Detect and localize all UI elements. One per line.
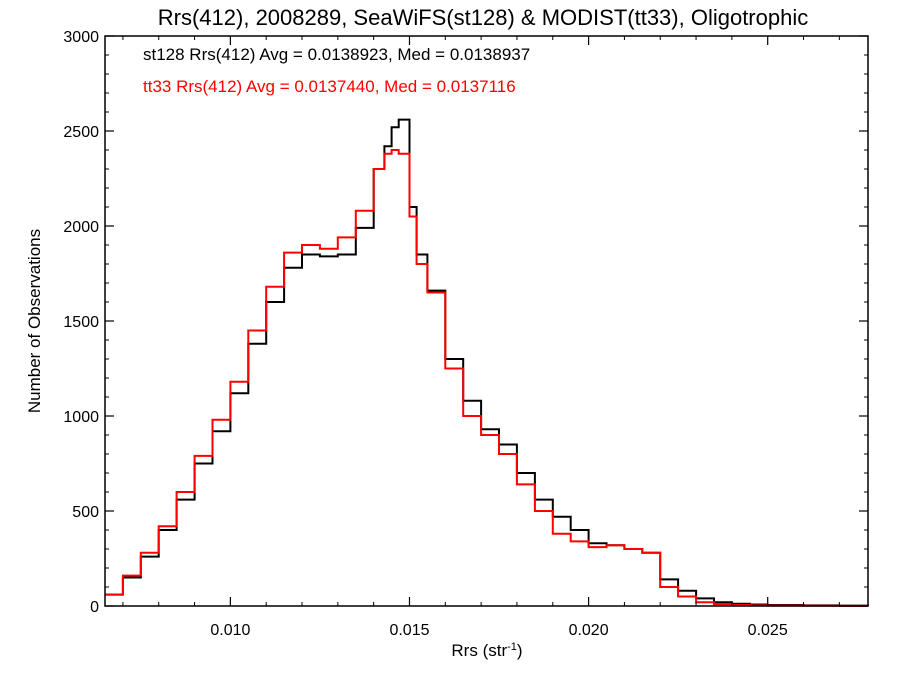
series-layer xyxy=(105,118,869,607)
y-axis-label: Number of Observations xyxy=(25,229,44,413)
y-tick-label: 1000 xyxy=(63,409,99,426)
y-tick-label: 0 xyxy=(90,599,99,616)
y-tick-label: 2500 xyxy=(63,124,99,141)
y-tick-label: 1500 xyxy=(63,314,99,331)
y-tick-label: 500 xyxy=(72,504,99,521)
x-axis-label-superscript: -1 xyxy=(507,641,517,653)
y-tick-label: 2000 xyxy=(63,219,99,236)
legend-entry-st128: st128 Rrs(412) Avg = 0.0138923, Med = 0.… xyxy=(143,45,530,64)
ticks-layer: 0.010 0.015 0.020 0.025 0 500 1000 1500 2000 2500… xyxy=(63,29,868,639)
x-tick-label: 0.020 xyxy=(569,622,609,639)
x-axis-label: Rrs (str-1) xyxy=(451,641,522,660)
x-axis-label-main: Rrs (str xyxy=(451,641,507,660)
legend-entry-tt33: tt33 Rrs(412) Avg = 0.0137440, Med = 0.0… xyxy=(143,77,516,96)
chart-title: Rrs(412), 2008289, SeaWiFS(st128) & MODI… xyxy=(158,5,808,30)
x-tick-label: 0.015 xyxy=(389,622,429,639)
series-line-tt33 xyxy=(105,149,868,607)
legend: st128 Rrs(412) Avg = 0.0138923, Med = 0.… xyxy=(143,45,530,96)
x-axis-label-close: ) xyxy=(517,641,523,660)
x-tick-label: 0.025 xyxy=(748,622,788,639)
y-tick-label: 3000 xyxy=(63,29,99,46)
x-tick-label: 0.010 xyxy=(210,622,250,639)
